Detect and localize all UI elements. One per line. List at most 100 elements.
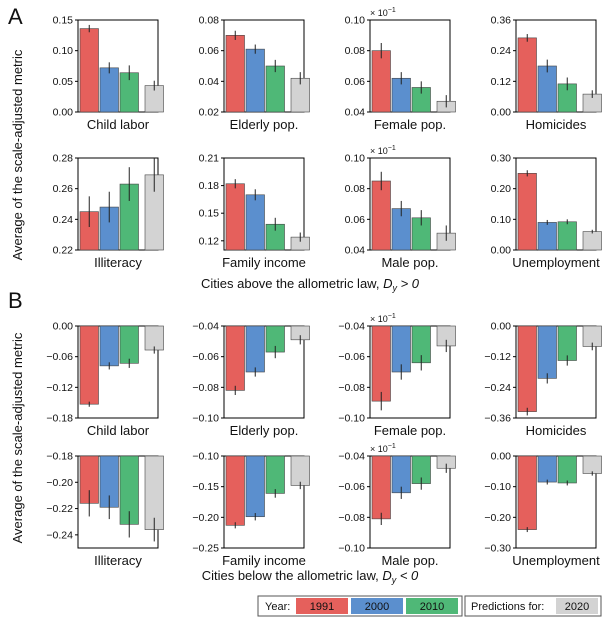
- y-tick-label: 0.06: [345, 214, 366, 226]
- y-tick-label: −0.24: [484, 382, 511, 394]
- bar-2000: [245, 455, 265, 518]
- bar-1991: [79, 28, 99, 113]
- y-tick-label: 0.00: [491, 321, 512, 333]
- subplot-title: Illiteracy: [94, 255, 142, 270]
- y-tick-label: −0.20: [46, 477, 73, 489]
- legend-prediction-label: Predictions for:: [471, 601, 544, 613]
- scale-multiplier: × 10−1: [370, 443, 396, 454]
- subplot-a-unemployment: 0.00 0.10 0.20 0.30 Unemployment: [491, 153, 602, 270]
- subplot-title: Unemployment: [512, 255, 600, 270]
- y-tick-label: 0.15: [199, 208, 220, 220]
- legend-swatch-2010: [406, 598, 458, 614]
- subplot-a-homicides: 0.00 0.12 0.24 0.36 Homicides: [491, 15, 602, 132]
- legend-label-2000: 2000: [365, 601, 389, 613]
- subplot-title: Male pop.: [381, 255, 438, 270]
- x-axis-label-b: Cities below the allometric law, Dy < 0: [202, 568, 419, 585]
- subplot-b-elderly-pop: −0.04 −0.06 −0.08 −0.10 Elderly pop.: [192, 321, 310, 438]
- y-tick-label: −0.15: [192, 481, 219, 493]
- legend-swatch-2020: [556, 598, 598, 614]
- subplot-b-illiteracy: −0.18 −0.20 −0.22 −0.24 Illiteracy: [46, 451, 164, 568]
- y-tick-label: 0.10: [345, 153, 366, 165]
- y-tick-label: 0.04: [345, 245, 366, 257]
- y-tick-label: 0.00: [53, 321, 74, 333]
- scale-multiplier: × 10−1: [370, 145, 396, 156]
- legend-label-1991: 1991: [310, 601, 334, 613]
- y-tick-label: 0.12: [199, 235, 220, 247]
- y-tick-label: 0.06: [345, 76, 366, 88]
- bar-1991: [517, 455, 537, 530]
- bar-2000: [537, 222, 557, 251]
- y-tick-label: 0.04: [199, 76, 220, 88]
- bar-2010: [557, 325, 577, 361]
- subplot-a-child-labor: 0.00 0.05 0.10 0.15 Child labor: [53, 15, 164, 132]
- bar-1991: [371, 325, 391, 402]
- y-tick-label: 0.30: [491, 153, 512, 165]
- y-axis-label-b: Average of the scale-adjusted metric: [10, 332, 25, 543]
- bar-2010: [557, 221, 577, 251]
- y-tick-label: −0.06: [338, 351, 365, 363]
- subplot-a-male-pop: 0.04 0.06 0.08 0.10 × 10−1 Male pop.: [345, 145, 456, 270]
- legend: Year: 1991 2000 2010 Predictions for: 20…: [257, 595, 602, 617]
- bar-2000: [537, 455, 557, 483]
- y-tick-label: 0.10: [53, 45, 74, 57]
- y-tick-label: −0.08: [338, 512, 365, 524]
- subplot-a-illiteracy: 0.22 0.24 0.26 0.28 Illiteracy: [53, 153, 164, 270]
- subplot-title: Family income: [222, 255, 306, 270]
- y-tick-label: −0.10: [192, 451, 219, 463]
- bar-1991: [225, 35, 245, 113]
- subplot-title: Unemployment: [512, 553, 600, 568]
- y-tick-label: 0.24: [53, 214, 74, 226]
- subplot-title: Male pop.: [381, 553, 438, 568]
- bar-1991: [371, 180, 391, 251]
- bar-2010: [265, 65, 285, 113]
- subplot-a-elderly-pop: 0.02 0.04 0.06 0.08 Elderly pop.: [199, 15, 310, 132]
- y-tick-label: 0.04: [345, 107, 366, 119]
- bar-2020: [582, 231, 602, 251]
- legend-swatch-1991: [296, 598, 348, 614]
- y-tick-label: −0.10: [484, 481, 511, 493]
- subplot-b-male-pop: −0.04 −0.06 −0.08 −0.10 × 10−1 Male pop.: [338, 443, 456, 568]
- y-tick-label: 0.00: [53, 107, 74, 119]
- bar-2020: [582, 455, 602, 474]
- subplot-title: Child labor: [87, 117, 150, 132]
- y-tick-label: 0.18: [199, 180, 220, 192]
- subplot-title: Illiteracy: [94, 553, 142, 568]
- subplot-a-family-income: 0.12 0.15 0.18 0.21 Family income: [199, 153, 310, 270]
- y-tick-label: 0.28: [53, 153, 74, 165]
- y-tick-label: 0.08: [199, 15, 220, 27]
- y-tick-label: −0.20: [192, 512, 219, 524]
- bar-2010: [119, 325, 139, 364]
- y-tick-label: 0.10: [491, 214, 512, 226]
- y-tick-label: −0.30: [484, 543, 511, 555]
- y-tick-label: −0.08: [192, 382, 219, 394]
- panel-letter-a: A: [8, 4, 23, 29]
- y-tick-label: −0.08: [338, 382, 365, 394]
- y-tick-label: −0.22: [46, 503, 73, 515]
- scale-multiplier: × 10−1: [370, 313, 396, 324]
- bar-1991: [517, 37, 537, 113]
- x-axis-label-a: Cities above the allometric law, Dy > 0: [201, 276, 420, 293]
- y-tick-label: −0.24: [46, 529, 73, 541]
- legend-label-2020: 2020: [565, 601, 589, 613]
- y-tick-label: 0.26: [53, 183, 74, 195]
- y-tick-label: −0.25: [192, 543, 219, 555]
- y-tick-label: 0.22: [53, 245, 74, 257]
- bar-1991: [517, 173, 537, 251]
- subplot-a-female-pop: 0.04 0.06 0.08 0.10 × 10−1 Female pop.: [345, 7, 456, 132]
- legend-swatch-2000: [351, 598, 403, 614]
- legend-label-2010: 2010: [420, 601, 444, 613]
- subplot-title: Homicides: [526, 117, 587, 132]
- y-tick-label: −0.12: [46, 382, 73, 394]
- bar-1991: [225, 325, 245, 391]
- bar-1991: [225, 183, 245, 251]
- y-tick-label: 0.00: [491, 451, 512, 463]
- y-tick-label: −0.10: [192, 413, 219, 425]
- bar-1991: [79, 325, 99, 405]
- bar-1991: [371, 50, 391, 113]
- bar-2000: [537, 65, 557, 113]
- y-tick-label: −0.06: [192, 351, 219, 363]
- bar-2010: [557, 455, 577, 484]
- subplot-b-homicides: 0.00 −0.12 −0.24 −0.36 Homicides: [484, 321, 602, 438]
